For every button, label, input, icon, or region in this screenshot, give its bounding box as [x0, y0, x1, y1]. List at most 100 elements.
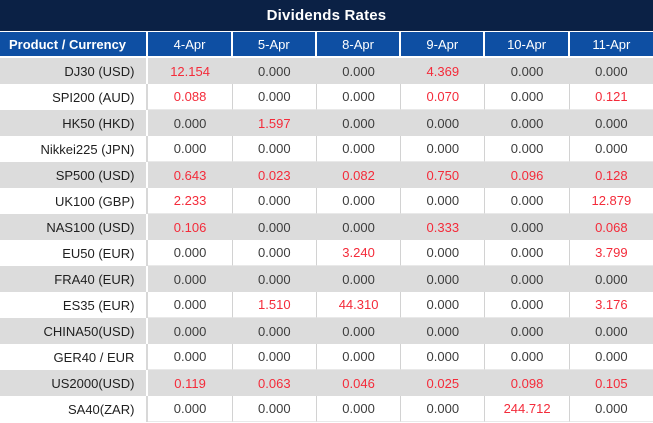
product-cell: US2000(USD): [0, 370, 149, 396]
date-header: 9-Apr: [401, 31, 486, 58]
table-row: ES35 (EUR) 0.000 1.510 44.310 0.000 0.000 3.17…: [0, 292, 653, 318]
value-cell: 0.000: [401, 266, 486, 292]
value-cell: 0.643: [148, 162, 233, 188]
table-row: US2000(USD) 0.119 0.063 0.046 0.025 0.098 0.10…: [0, 370, 653, 396]
value-cell: 0.000: [595, 63, 628, 79]
product-cell: GER40 / EUR: [0, 344, 149, 370]
product-currency-header: Product / Currency: [0, 31, 149, 58]
product-cell: ES35 (EUR): [0, 292, 149, 318]
value-cell: 0.000: [233, 318, 317, 344]
value-cell: 0.046: [317, 370, 402, 396]
value-cell: 0.000: [485, 266, 570, 292]
value-cell: 0.000: [233, 266, 317, 292]
value-cell: 0.000: [401, 110, 486, 136]
value-cell: 0.000: [232, 84, 317, 110]
table-row: EU50 (EUR) 0.000 0.000 3.240 0.000 0.000 3.799: [0, 240, 653, 266]
value-cell: 0.000: [148, 266, 233, 292]
table-row: FRA40 (EUR) 0.000 0.000 0.000 0.000 0.000 0.00…: [0, 266, 653, 292]
table-row: UK100 (GBP) 2.233 0.000 0.000 0.000 0.000 12.8…: [0, 188, 653, 214]
value-cell: 0.000: [595, 323, 628, 339]
value-cell: 0.121: [569, 84, 653, 110]
value-cell: 0.000: [148, 318, 233, 344]
value-cell: 244.712: [485, 396, 570, 422]
value-cell: 0.000: [148, 396, 233, 422]
value-cell: 0.000: [485, 214, 570, 240]
product-cell: HK50 (HKD): [0, 110, 149, 136]
value-cell: 0.000: [148, 136, 233, 162]
value-cell: 12.879: [569, 188, 653, 214]
value-cell: 0.000: [485, 188, 570, 214]
value-cell: 1.597: [233, 110, 317, 136]
table-row: NAS100 (USD) 0.106 0.000 0.000 0.333 0.000 0.0…: [0, 214, 653, 240]
header-row: Product / Currency 4-Apr 5-Apr 8-Apr 9-A…: [0, 31, 653, 58]
value-cell: 0.000: [148, 240, 233, 266]
product-cell: FRA40 (EUR): [0, 266, 149, 292]
value-cell: 0.082: [317, 162, 402, 188]
product-cell: SA40(ZAR): [0, 396, 149, 422]
value-cell: 0.000: [401, 136, 486, 162]
value-cell: 3.799: [569, 240, 653, 266]
product-cell: SP500 (USD): [0, 162, 149, 188]
value-cell: 0.000: [401, 344, 486, 370]
value-cell: 0.000: [317, 214, 402, 240]
value-cell: 0.000: [485, 136, 570, 162]
value-cell: 0.000: [317, 266, 402, 292]
table-title: Dividends Rates: [0, 0, 653, 31]
value-cell: 3.240: [316, 240, 402, 266]
value-cell: 44.310: [316, 292, 402, 318]
product-cell: Nikkei225 (JPN): [0, 136, 149, 162]
value-cell: 0.105: [595, 375, 628, 391]
value-cell: 0.119: [148, 370, 233, 396]
table-header: Product / Currency 4-Apr 5-Apr 8-Apr 9-A…: [0, 31, 653, 58]
table-row: GER40 / EUR 0.000 0.000 0.000 0.000 0.000 0.00…: [0, 344, 653, 370]
value-cell: 0.000: [316, 84, 402, 110]
value-cell: 0.070: [401, 84, 486, 110]
value-cell: 0.000: [148, 110, 233, 136]
value-cell: 0.000: [233, 58, 317, 84]
value-cell: 0.068: [595, 219, 628, 235]
value-cell: 0.000: [148, 292, 233, 318]
table-row: Nikkei225 (JPN) 0.000 0.000 0.000 0.000 0.000…: [0, 136, 653, 162]
value-cell: 0.000: [317, 58, 402, 84]
value-cell: 0.098: [485, 370, 570, 396]
value-cell: 0.000: [485, 58, 570, 84]
value-cell: 0.000: [148, 344, 233, 370]
value-cell: 0.128: [595, 167, 628, 183]
value-cell: 0.023: [233, 162, 317, 188]
value-cell: 0.000: [569, 344, 653, 370]
value-cell: 0.000: [569, 136, 653, 162]
value-cell: 0.000: [401, 396, 486, 422]
value-cell: 0.000: [485, 110, 570, 136]
value-cell: 0.096: [485, 162, 570, 188]
table-row: SP500 (USD) 0.643 0.023 0.082 0.750 0.096 0.12…: [0, 162, 653, 188]
product-cell: DJ30 (USD): [0, 58, 149, 84]
value-cell: 0.000: [316, 136, 402, 162]
value-cell: 0.000: [401, 318, 486, 344]
date-header: 4-Apr: [148, 31, 233, 58]
value-cell: 0.000: [317, 318, 402, 344]
value-cell: 0.000: [232, 396, 317, 422]
table-row: DJ30 (USD) 12.154 0.000 0.000 4.369 0.000 0.00…: [0, 58, 653, 84]
value-cell: 0.000: [485, 318, 570, 344]
value-cell: 0.025: [401, 370, 486, 396]
value-cell: 0.000: [485, 84, 570, 110]
table-row: HK50 (HKD) 0.000 1.597 0.000 0.000 0.000 0.000: [0, 110, 653, 136]
product-cell: EU50 (EUR): [0, 240, 149, 266]
date-header: 10-Apr: [485, 31, 570, 58]
value-cell: 2.233: [148, 188, 233, 214]
value-cell: 0.000: [401, 292, 486, 318]
value-cell: 0.000: [401, 188, 486, 214]
table-row: CHINA50(USD) 0.000 0.000 0.000 0.000 0.000 0.0…: [0, 318, 653, 344]
value-cell: 0.000: [569, 396, 653, 422]
value-cell: 0.000: [232, 188, 317, 214]
dividends-table: Product / Currency 4-Apr 5-Apr 8-Apr 9-A…: [0, 31, 653, 422]
value-cell: 0.333: [401, 214, 486, 240]
value-cell: 3.176: [569, 292, 653, 318]
product-cell: CHINA50(USD): [0, 318, 149, 344]
value-cell: 0.000: [232, 240, 317, 266]
value-cell: 0.000: [232, 136, 317, 162]
value-cell: 0.000: [485, 292, 570, 318]
table-row: SA40(ZAR) 0.000 0.000 0.000 0.000 244.712 0.00…: [0, 396, 653, 422]
value-cell: 0.000: [595, 115, 628, 131]
